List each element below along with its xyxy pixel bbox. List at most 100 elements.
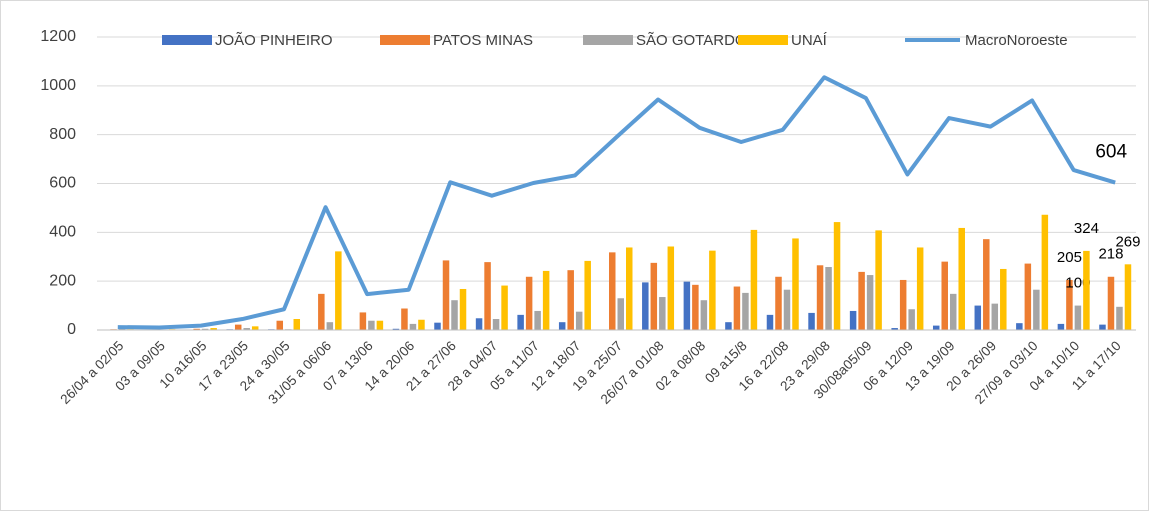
bar [276, 320, 284, 330]
bar [575, 311, 583, 330]
bar [742, 292, 749, 330]
bar [626, 247, 633, 330]
bar [401, 308, 408, 330]
bar [692, 284, 699, 330]
bar [733, 286, 741, 330]
y-tick-label: 400 [49, 224, 76, 241]
bar [193, 328, 200, 330]
bar [891, 328, 898, 330]
bar [392, 328, 400, 330]
legend-marker [162, 35, 212, 45]
legend-marker [380, 35, 430, 45]
bar [858, 271, 865, 330]
bar [766, 314, 774, 330]
bar [210, 328, 217, 330]
bar [584, 260, 591, 330]
bar [1057, 323, 1065, 330]
bar [318, 293, 325, 330]
bar [683, 281, 691, 330]
bar [293, 319, 301, 330]
bar [1066, 279, 1073, 330]
bar [1016, 323, 1023, 330]
bar [542, 270, 550, 330]
bar [617, 298, 624, 330]
legend-marker [583, 35, 633, 45]
bar [650, 262, 658, 330]
bar [1083, 250, 1090, 330]
line [117, 75, 1116, 330]
bar [501, 285, 508, 330]
bar [792, 238, 799, 330]
bar [418, 319, 425, 330]
bar [1024, 263, 1032, 330]
bar [1124, 264, 1132, 330]
bar [941, 261, 948, 330]
bar [517, 314, 524, 330]
bar [866, 275, 874, 330]
bar [667, 246, 675, 330]
bar [750, 229, 758, 330]
bar [783, 289, 791, 330]
y-tick-label: 0 [67, 321, 76, 338]
bar [376, 320, 384, 330]
legend-label: MacroNoroeste [965, 32, 1068, 49]
bar [991, 303, 999, 330]
bar [916, 247, 924, 330]
bar [908, 309, 915, 330]
bar [1074, 305, 1082, 330]
bar [825, 267, 832, 330]
bar [659, 297, 666, 330]
y-tick-label: 600 [49, 175, 76, 192]
data-label: 269 [1115, 233, 1140, 250]
bar [808, 312, 815, 330]
bar [534, 310, 541, 330]
y-tick-label: 200 [49, 272, 76, 289]
bar [558, 322, 566, 330]
bar [492, 319, 500, 330]
bar [368, 320, 375, 330]
bar [983, 239, 990, 330]
bar [525, 276, 533, 330]
legend-marker [738, 35, 788, 45]
bar [849, 310, 857, 330]
bar [700, 300, 708, 330]
y-tick-label: 1000 [40, 77, 76, 94]
bar [974, 305, 982, 330]
bar [609, 252, 616, 330]
bar [201, 328, 209, 330]
bar [434, 322, 441, 330]
legend-label: SÃO GOTARDO [636, 32, 747, 49]
bar [875, 230, 882, 330]
bar [118, 328, 126, 330]
bar [409, 323, 417, 330]
bar [725, 322, 732, 330]
bar [484, 262, 491, 330]
bar [775, 276, 782, 330]
bar [958, 227, 965, 330]
bar [451, 300, 458, 330]
y-tick-label: 1200 [40, 28, 76, 45]
legend-label: JOÃO PINHEIRO [215, 32, 333, 49]
data-label: 604 [1095, 142, 1127, 163]
data-label: 205 [1057, 249, 1082, 266]
bar [1107, 276, 1115, 330]
bar [234, 324, 242, 330]
bar [475, 318, 483, 330]
legend-label: PATOS MINAS [433, 32, 533, 49]
bar [932, 325, 940, 330]
data-label: 324 [1074, 220, 1099, 237]
bar [442, 260, 450, 330]
bar [709, 250, 716, 330]
bar [1000, 268, 1007, 330]
y-tick-label: 800 [49, 126, 76, 143]
bar [833, 222, 841, 330]
bar [949, 293, 957, 330]
bar [243, 328, 250, 330]
bar [459, 288, 467, 330]
data-label: 218 [1098, 246, 1123, 263]
bar [567, 270, 574, 330]
bar [1041, 214, 1049, 330]
bar [1116, 306, 1123, 330]
bar [1099, 324, 1106, 330]
